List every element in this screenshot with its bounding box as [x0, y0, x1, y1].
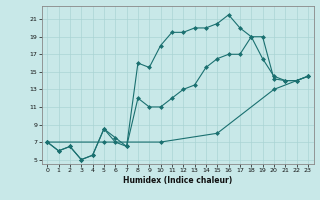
X-axis label: Humidex (Indice chaleur): Humidex (Indice chaleur)	[123, 176, 232, 185]
